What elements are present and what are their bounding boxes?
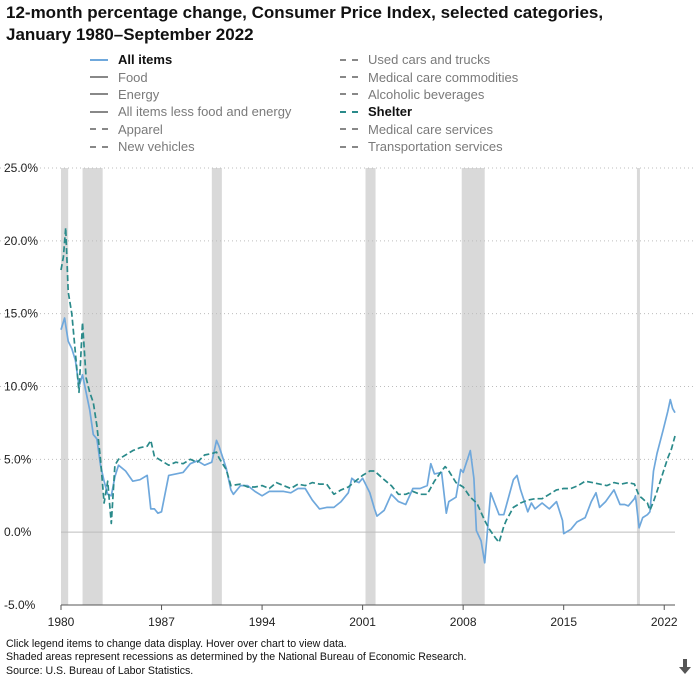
series-line-all-items (60, 317, 676, 564)
legend-item-alcoholic-beverages[interactable]: Alcoholic beverages (340, 86, 518, 103)
legend-swatch (90, 93, 108, 96)
legend-swatch (340, 76, 358, 79)
legend-item-medical-care-services[interactable]: Medical care services (340, 121, 518, 138)
download-arrow-icon[interactable] (678, 658, 692, 676)
legend-item-used-cars-and-trucks[interactable]: Used cars and trucks (340, 51, 518, 68)
legend-item-shelter[interactable]: Shelter (340, 103, 518, 120)
chart-title-line2: January 1980–September 2022 (6, 25, 254, 44)
legend-label: Food (118, 69, 148, 85)
chart-title: 12-month percentage change, Consumer Pri… (6, 2, 690, 46)
legend-label: New vehicles (118, 139, 195, 155)
legend-swatch (340, 145, 358, 148)
legend-item-new-vehicles[interactable]: New vehicles (90, 138, 291, 155)
y-tick-label: 5.0% (4, 452, 32, 466)
chart-title-line1: 12-month percentage change, Consumer Pri… (6, 3, 604, 22)
recession-band (636, 168, 640, 605)
legend-label: Used cars and trucks (368, 52, 491, 68)
y-tick-label: 10.0% (4, 380, 38, 394)
legend-swatch (90, 58, 108, 61)
legend-item-transportation-services[interactable]: Transportation services (340, 138, 518, 155)
x-tick-label: 1994 (249, 615, 276, 629)
legend-swatch (340, 93, 358, 96)
legend-label: Apparel (118, 121, 163, 137)
legend-swatch (90, 145, 108, 148)
legend-label: Shelter (368, 104, 413, 120)
legend-label: All items less food and energy (118, 104, 292, 120)
y-tick-label: 0.0% (4, 525, 32, 539)
legend-item-all-items[interactable]: All items (90, 51, 291, 68)
legend-item-medical-care-commodities[interactable]: Medical care commodities (340, 68, 518, 85)
footnotes: Click legend items to change data displa… (6, 638, 467, 678)
footnote-recessions: Shaded areas represent recessions as det… (6, 651, 467, 664)
recession-band (461, 168, 485, 605)
legend-swatch (340, 110, 358, 113)
legend-item-all-items-less-food-and-energy[interactable]: All items less food and energy (90, 103, 291, 120)
footnote-interaction: Click legend items to change data displa… (6, 638, 347, 650)
legend-label: Alcoholic beverages (368, 86, 485, 102)
legend-swatch (340, 128, 358, 131)
y-tick-label: -5.0% (4, 598, 36, 612)
series-line-shelter (60, 226, 676, 544)
x-tick-label: 2001 (349, 615, 376, 629)
x-tick-label: 2022 (651, 615, 678, 629)
legend-swatch (90, 110, 108, 113)
legend-left-column: All items Food Energy All items less food a… (90, 51, 291, 155)
legend-item-energy[interactable]: Energy (90, 86, 291, 103)
legend-label: Energy (118, 86, 160, 102)
legend-right-column: Used cars and trucks Medical care commodi… (340, 51, 518, 155)
legend-swatch (90, 128, 108, 131)
recession-band (365, 168, 376, 605)
x-tick-label: 2015 (550, 615, 577, 629)
legend-label: All items (118, 52, 173, 68)
line-chart[interactable]: -5.0% 0.0% 5.0% 10.0% 15.0% 20.0% 25.0% 1980 198… (0, 150, 696, 640)
legend-item-apparel[interactable]: Apparel (90, 121, 291, 138)
y-tick-label: 20.0% (4, 234, 38, 248)
legend-swatch (90, 76, 108, 79)
footnote-source: Source: U.S. Bureau of Labor Statistics. (6, 664, 194, 677)
y-tick-label: 25.0% (4, 161, 38, 175)
x-tick-label: 1980 (48, 615, 75, 629)
legend-swatch (340, 58, 358, 61)
x-tick-label: 2008 (450, 615, 477, 629)
y-tick-label: 15.0% (4, 307, 38, 321)
legend-label: Medical care commodities (368, 69, 519, 85)
x-tick-label: 1987 (148, 615, 175, 629)
legend-item-food[interactable]: Food (90, 68, 291, 85)
legend-label: Transportation services (368, 139, 503, 155)
legend-label: Medical care services (368, 121, 493, 137)
